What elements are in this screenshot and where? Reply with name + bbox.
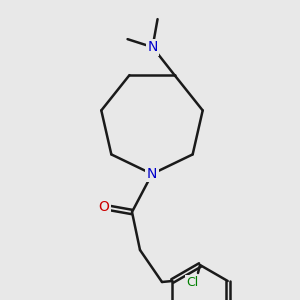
Text: N: N (147, 167, 157, 181)
Text: O: O (99, 200, 110, 214)
Text: Cl: Cl (186, 277, 198, 290)
Text: N: N (147, 40, 158, 54)
